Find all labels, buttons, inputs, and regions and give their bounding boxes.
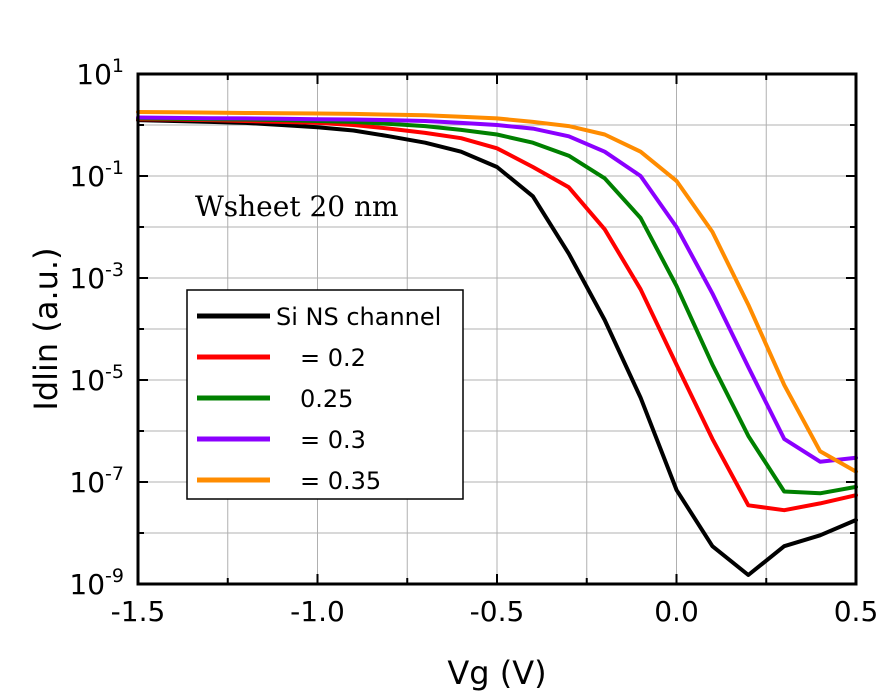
legend-box bbox=[186, 289, 464, 500]
y-tick-label: 10-9 bbox=[69, 565, 124, 601]
y-tick-label: 10-1 bbox=[69, 157, 124, 193]
annotation: Wsheet 20 nm bbox=[195, 190, 399, 223]
y-tick-label: 10-3 bbox=[69, 259, 124, 295]
y-tick-label: 10-7 bbox=[69, 463, 124, 499]
x-tick-labels: -1.5 -1.0 -0.5 0.0 0.5 bbox=[111, 595, 879, 628]
series-line-3 bbox=[136, 115, 858, 464]
x-tick-label: -0.5 bbox=[470, 595, 525, 628]
x-tick-label: 0.5 bbox=[834, 595, 879, 628]
x-tick-label: 0.0 bbox=[654, 595, 699, 628]
y-tick-labels: 101 10-1 10-3 10-5 10-7 10-9 bbox=[69, 55, 124, 601]
x-axis-label: Vg (V) bbox=[447, 654, 546, 692]
legend-label-2: 0.25 bbox=[300, 385, 353, 413]
x-tick-label: -1.0 bbox=[290, 595, 345, 628]
legend-label-1: = 0.2 bbox=[300, 344, 366, 372]
y-axis-label: Idlin (a.u.) bbox=[27, 247, 65, 410]
axis-ticks bbox=[137, 73, 857, 585]
legend: Si NS channel = 0.2 0.25 = 0.3 = 0.35 bbox=[186, 289, 464, 500]
y-tick-label: 101 bbox=[76, 55, 124, 91]
legend-label-0: Si NS channel bbox=[276, 303, 441, 331]
series-layer bbox=[136, 110, 858, 577]
x-tick-label: -1.5 bbox=[111, 595, 166, 628]
legend-label-4: = 0.35 bbox=[300, 467, 381, 495]
series-line-4 bbox=[136, 110, 858, 474]
legend-label-3: = 0.3 bbox=[300, 426, 366, 454]
series-line-0 bbox=[136, 118, 858, 577]
y-tick-label: 10-5 bbox=[69, 361, 124, 397]
